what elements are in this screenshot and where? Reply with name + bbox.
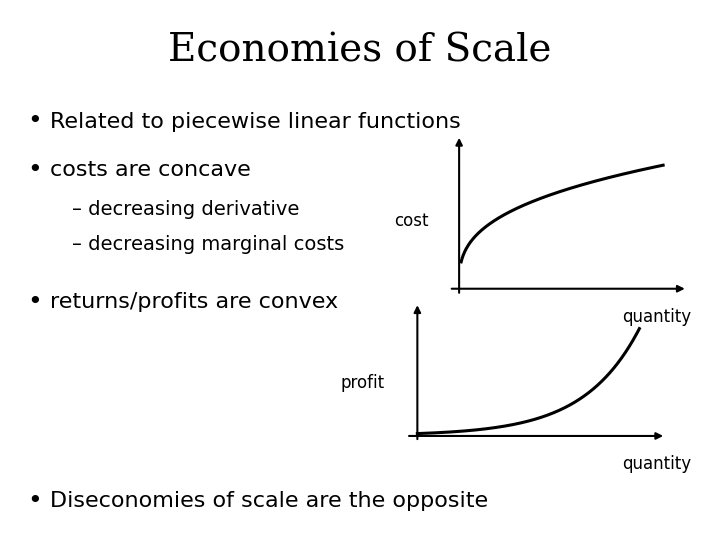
Text: •: • bbox=[27, 158, 42, 182]
Text: costs are concave: costs are concave bbox=[50, 160, 251, 180]
Text: profit: profit bbox=[341, 374, 384, 393]
Text: quantity: quantity bbox=[622, 308, 691, 326]
Text: – decreasing marginal costs: – decreasing marginal costs bbox=[72, 234, 344, 254]
Text: •: • bbox=[27, 291, 42, 314]
Text: Related to piecewise linear functions: Related to piecewise linear functions bbox=[50, 111, 461, 132]
Text: •: • bbox=[27, 110, 42, 133]
Text: quantity: quantity bbox=[622, 455, 691, 472]
Text: cost: cost bbox=[395, 212, 429, 231]
Text: – decreasing derivative: – decreasing derivative bbox=[72, 200, 300, 219]
Text: Economies of Scale: Economies of Scale bbox=[168, 32, 552, 70]
Text: Diseconomies of scale are the opposite: Diseconomies of scale are the opposite bbox=[50, 491, 489, 511]
Text: •: • bbox=[27, 489, 42, 513]
Text: returns/profits are convex: returns/profits are convex bbox=[50, 292, 338, 313]
